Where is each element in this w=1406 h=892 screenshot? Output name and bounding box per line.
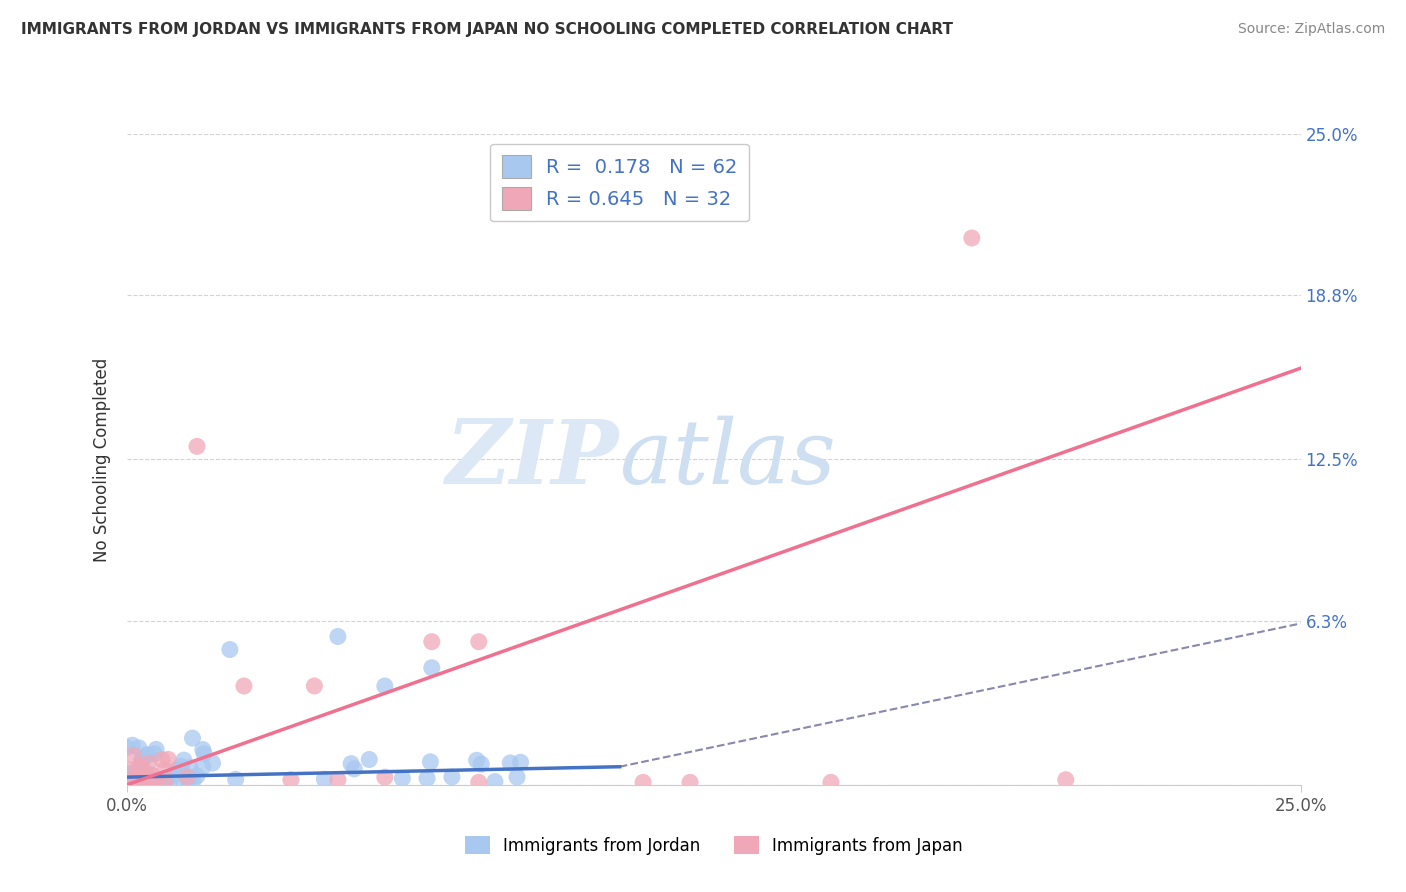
- Point: [145, 773, 167, 788]
- Point: [960, 231, 983, 245]
- Point: [304, 679, 326, 693]
- Point: [340, 756, 363, 771]
- Point: [135, 768, 157, 782]
- Point: [420, 661, 443, 675]
- Legend: Immigrants from Jordan, Immigrants from Japan: Immigrants from Jordan, Immigrants from …: [458, 830, 969, 862]
- Point: [120, 767, 142, 781]
- Point: [139, 774, 162, 789]
- Point: [145, 742, 167, 756]
- Point: [679, 775, 702, 789]
- Point: [177, 770, 200, 784]
- Point: [176, 770, 198, 784]
- Text: atlas: atlas: [620, 416, 835, 503]
- Point: [138, 767, 160, 781]
- Point: [470, 757, 492, 772]
- Point: [166, 763, 188, 777]
- Point: [124, 771, 146, 785]
- Point: [129, 776, 152, 790]
- Point: [1054, 772, 1077, 787]
- Point: [153, 775, 176, 789]
- Point: [125, 772, 148, 787]
- Point: [121, 738, 143, 752]
- Point: [374, 679, 396, 693]
- Point: [314, 772, 336, 787]
- Point: [181, 773, 204, 788]
- Point: [374, 770, 396, 784]
- Point: [193, 747, 215, 761]
- Point: [467, 775, 489, 789]
- Point: [132, 774, 155, 789]
- Point: [135, 776, 157, 790]
- Point: [157, 752, 180, 766]
- Point: [153, 772, 176, 787]
- Point: [131, 770, 153, 784]
- Point: [419, 755, 441, 769]
- Point: [141, 773, 163, 788]
- Point: [170, 759, 193, 773]
- Point: [117, 770, 139, 784]
- Point: [359, 752, 381, 766]
- Point: [509, 756, 531, 770]
- Point: [131, 753, 153, 767]
- Point: [391, 772, 413, 786]
- Point: [179, 760, 201, 774]
- Point: [141, 768, 163, 782]
- Point: [173, 753, 195, 767]
- Point: [115, 770, 138, 784]
- Point: [125, 776, 148, 790]
- Point: [155, 772, 177, 786]
- Point: [138, 756, 160, 770]
- Point: [131, 762, 153, 776]
- Point: [326, 630, 349, 644]
- Point: [131, 761, 153, 775]
- Point: [117, 766, 139, 780]
- Point: [440, 770, 463, 784]
- Point: [117, 763, 139, 777]
- Text: IMMIGRANTS FROM JORDAN VS IMMIGRANTS FROM JAPAN NO SCHOOLING COMPLETED CORRELATI: IMMIGRANTS FROM JORDAN VS IMMIGRANTS FRO…: [21, 22, 953, 37]
- Point: [420, 634, 443, 648]
- Point: [191, 760, 214, 774]
- Point: [150, 753, 173, 767]
- Point: [484, 774, 506, 789]
- Point: [631, 775, 654, 789]
- Point: [181, 731, 204, 745]
- Point: [280, 772, 302, 787]
- Point: [170, 772, 193, 786]
- Point: [467, 634, 489, 648]
- Point: [820, 775, 842, 789]
- Point: [156, 772, 179, 786]
- Text: Source: ZipAtlas.com: Source: ZipAtlas.com: [1237, 22, 1385, 37]
- Point: [465, 753, 488, 767]
- Point: [160, 771, 183, 785]
- Point: [177, 775, 200, 789]
- Point: [506, 770, 529, 784]
- Point: [120, 774, 142, 789]
- Point: [170, 763, 193, 777]
- Point: [124, 775, 146, 789]
- Point: [143, 747, 166, 761]
- Point: [326, 772, 349, 787]
- Point: [131, 753, 153, 767]
- Point: [122, 772, 145, 787]
- Point: [115, 740, 138, 755]
- Point: [128, 759, 150, 773]
- Point: [201, 756, 224, 770]
- Point: [233, 679, 256, 693]
- Point: [191, 742, 214, 756]
- Point: [136, 747, 159, 762]
- Point: [218, 642, 240, 657]
- Point: [343, 762, 366, 776]
- Y-axis label: No Schooling Completed: No Schooling Completed: [93, 358, 111, 561]
- Point: [186, 439, 208, 453]
- Point: [135, 747, 157, 762]
- Point: [499, 756, 522, 770]
- Point: [122, 748, 145, 763]
- Point: [225, 772, 247, 787]
- Point: [416, 772, 439, 786]
- Text: ZIP: ZIP: [446, 417, 620, 502]
- Point: [136, 778, 159, 792]
- Point: [153, 763, 176, 777]
- Point: [186, 769, 208, 783]
- Point: [128, 740, 150, 755]
